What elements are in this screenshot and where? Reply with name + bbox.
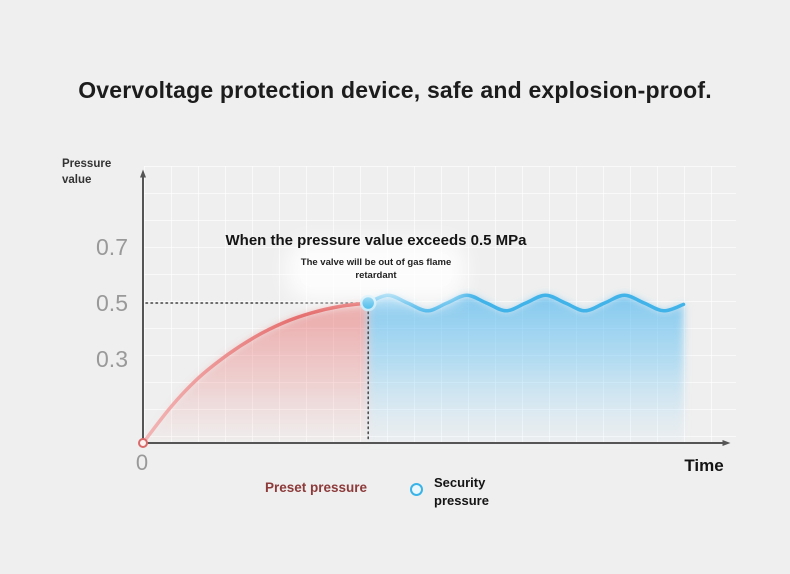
security-area-fill	[368, 295, 684, 443]
annotation-main-text: When the pressure value exceeds 0.5 MPa	[225, 232, 527, 249]
y-tick-0.5: 0.5	[96, 290, 128, 316]
origin-label: 0	[135, 450, 149, 475]
legend-preset-pressure-label: Preset pressure	[265, 480, 368, 495]
preset-curve	[141, 301, 370, 445]
preset-area-fill	[143, 303, 369, 443]
y-tick-0.7: 0.7	[96, 234, 128, 260]
y-axis-label: Pressure value	[62, 158, 112, 186]
y-tick-0.3: 0.3	[96, 346, 128, 372]
page-title: Overvoltage protection device, safe and …	[78, 77, 712, 104]
security-pressure-legend-dot-icon	[410, 483, 423, 496]
annotation-sub-text: The valve will be out of gas flame retar…	[300, 257, 452, 281]
annotation-background	[300, 253, 452, 287]
legend-security-pressure-label: Security pressure	[434, 475, 489, 508]
origin-point-marker	[138, 438, 148, 448]
x-axis-label: Time	[684, 456, 724, 475]
security-curve	[366, 293, 686, 313]
security-point-marker	[359, 294, 377, 312]
